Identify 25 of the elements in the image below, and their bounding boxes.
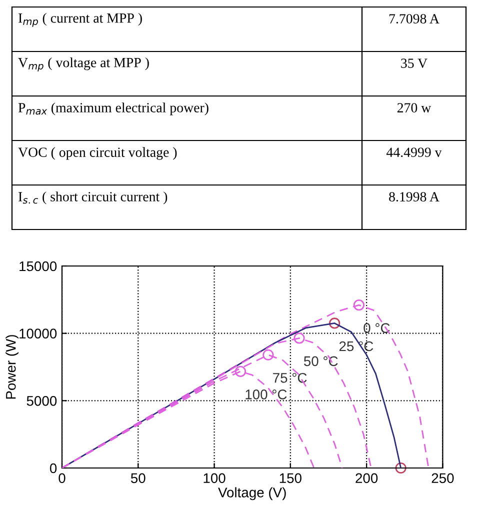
x-tick-label: 150 [280,473,302,484]
text: I$_{s.c}$ ( short circuit current ) [18,192,168,204]
text: 44.4999 v [386,148,442,158]
x-tick-label: 100 [204,473,226,484]
text: VOC ( open circuit voltage ) [18,147,177,160]
y-tick-label: 0 [50,463,57,474]
x-tick-label: 0 [58,473,66,484]
text: P$_{max}$ (maximum electrical power) [18,102,208,116]
y-axis-title: Power (W) [6,335,19,399]
y-tick-label: 10000 [20,328,57,339]
text: 270 w [397,103,432,112]
text: V$_{mp}$ ( voltage at MPP ) [18,57,149,72]
x-tick-label: 200 [356,473,378,484]
y-tick-label: 15000 [20,261,57,272]
series-label: 100 °C [246,390,287,400]
x-tick-label: 50 [130,473,146,484]
x-tick-label: 250 [432,473,454,484]
text: 8.1998 A [389,192,440,202]
y-tick-label: 5000 [26,396,57,406]
series-label: 75 °C [273,372,307,383]
text: 35 V [401,58,428,68]
text: I$_{mp}$ ( current at MPP ) [18,12,142,27]
x-axis-title: Voltage (V) [218,487,286,500]
text: 7.7098 A [389,14,440,24]
series-label: 50 °C [304,356,338,366]
